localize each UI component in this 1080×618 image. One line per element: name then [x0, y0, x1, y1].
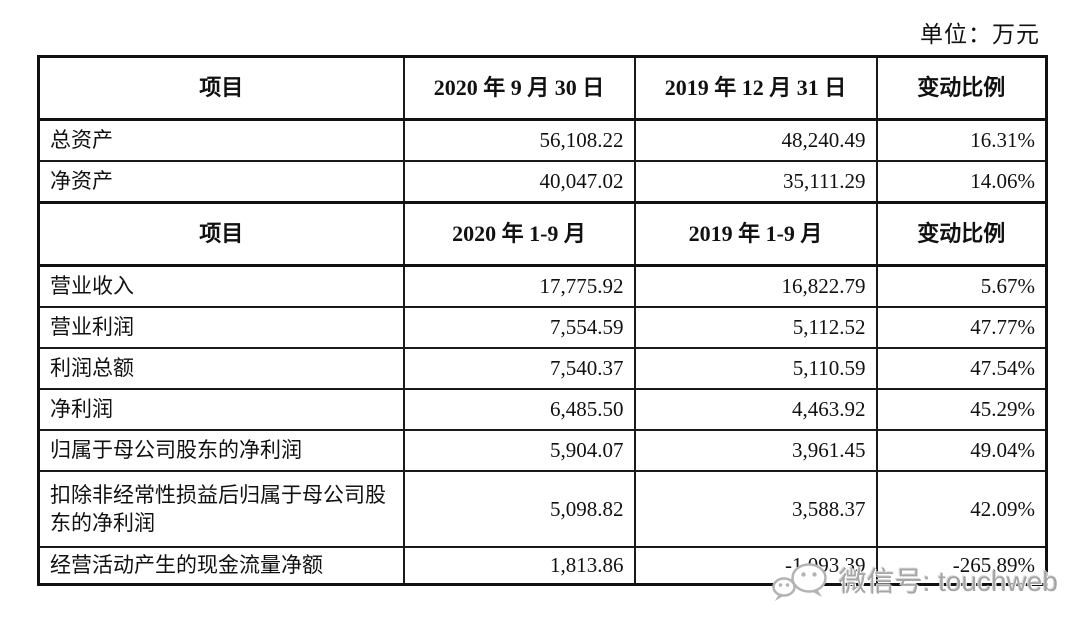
value-current: 56,108.22 — [402, 118, 636, 162]
header-cell-item: 项目 — [37, 55, 405, 121]
change-percent: 47.77% — [875, 306, 1048, 349]
change-percent: -265.89% — [875, 546, 1048, 586]
table-row-operating-profit: 营业利润 7,554.59 5,112.52 47.77% — [37, 306, 1048, 349]
value-current: 5,098.82 — [402, 470, 636, 548]
row-label: 营业收入 — [37, 264, 405, 308]
change-percent: 14.06% — [875, 160, 1048, 204]
row-label: 总资产 — [37, 118, 405, 162]
table-row-net-assets: 净资产 40,047.02 35,111.29 14.06% — [37, 160, 1048, 204]
change-percent: 5.67% — [875, 264, 1048, 308]
value-prior: -1.093.39 — [633, 546, 878, 586]
header-cell-item: 项目 — [37, 201, 405, 267]
value-prior: 3,588.37 — [633, 470, 878, 548]
watermark-text: 微信号: touchweb — [838, 566, 1058, 597]
value-prior: 48,240.49 — [633, 118, 878, 162]
wechat-icon — [771, 563, 827, 601]
table-row-net-profit-deducted: 扣除非经常性损益后归属于母公司股东的净利润 5,098.82 3,588.37 … — [37, 470, 1048, 548]
value-current: 5,904.07 — [402, 429, 636, 472]
header-cell-date-2019: 2019 年 12 月 31 日 — [633, 55, 878, 121]
value-current: 1,813.86 — [402, 546, 636, 586]
table-row-total-profit: 利润总额 7,540.37 5,110.59 47.54% — [37, 347, 1048, 390]
row-label: 扣除非经常性损益后归属于母公司股东的净利润 — [37, 470, 405, 548]
value-current: 6,485.50 — [402, 388, 636, 431]
change-percent: 42.09% — [875, 470, 1048, 548]
header-row-income: 项目 2020 年 1-9 月 2019 年 1-9 月 变动比例 — [37, 201, 1048, 267]
table-row-net-profit: 净利润 6,485.50 4,463.92 45.29% — [37, 388, 1048, 431]
header-cell-date-2020: 2020 年 9 月 30 日 — [402, 55, 636, 121]
wechat-watermark: 微信号: touchweb — [771, 556, 1058, 604]
row-label: 净资产 — [37, 160, 405, 204]
header-cell-change: 变动比例 — [875, 201, 1048, 267]
change-percent: 47.54% — [875, 347, 1048, 390]
value-current: 40,047.02 — [402, 160, 636, 204]
value-prior: 3,961.45 — [633, 429, 878, 472]
header-cell-period-2020: 2020 年 1-9 月 — [402, 201, 636, 267]
financial-summary-table: 项目 2020 年 9 月 30 日 2019 年 12 月 31 日 变动比例… — [37, 55, 1048, 586]
row-label: 归属于母公司股东的净利润 — [37, 429, 405, 472]
value-prior: 4,463.92 — [633, 388, 878, 431]
row-label: 营业利润 — [37, 306, 405, 349]
value-prior: 16,822.79 — [633, 264, 878, 308]
header-cell-change: 变动比例 — [875, 55, 1048, 121]
header-row-balance: 项目 2020 年 9 月 30 日 2019 年 12 月 31 日 变动比例 — [37, 55, 1048, 121]
table-row-revenue: 营业收入 17,775.92 16,822.79 5.67% — [37, 264, 1048, 308]
value-prior: 5,110.59 — [633, 347, 878, 390]
header-cell-period-2019: 2019 年 1-9 月 — [633, 201, 878, 267]
change-percent: 49.04% — [875, 429, 1048, 472]
value-current: 7,554.59 — [402, 306, 636, 349]
value-prior: 5,112.52 — [633, 306, 878, 349]
change-percent: 45.29% — [875, 388, 1048, 431]
row-label: 利润总额 — [37, 347, 405, 390]
unit-label: 单位：万元 — [920, 22, 1040, 47]
value-current: 17,775.92 — [402, 264, 636, 308]
row-label: 经营活动产生的现金流量净额 — [37, 546, 405, 586]
table-row-net-profit-parent: 归属于母公司股东的净利润 5,904.07 3,961.45 49.04% — [37, 429, 1048, 472]
table-row-total-assets: 总资产 56,108.22 48,240.49 16.31% — [37, 118, 1048, 162]
table-row-operating-cash-flow: 经营活动产生的现金流量净额 1,813.86 -1.093.39 -265.89… — [37, 546, 1048, 586]
row-label: 净利润 — [37, 388, 405, 431]
value-current: 7,540.37 — [402, 347, 636, 390]
value-prior: 35,111.29 — [633, 160, 878, 204]
change-percent: 16.31% — [875, 118, 1048, 162]
